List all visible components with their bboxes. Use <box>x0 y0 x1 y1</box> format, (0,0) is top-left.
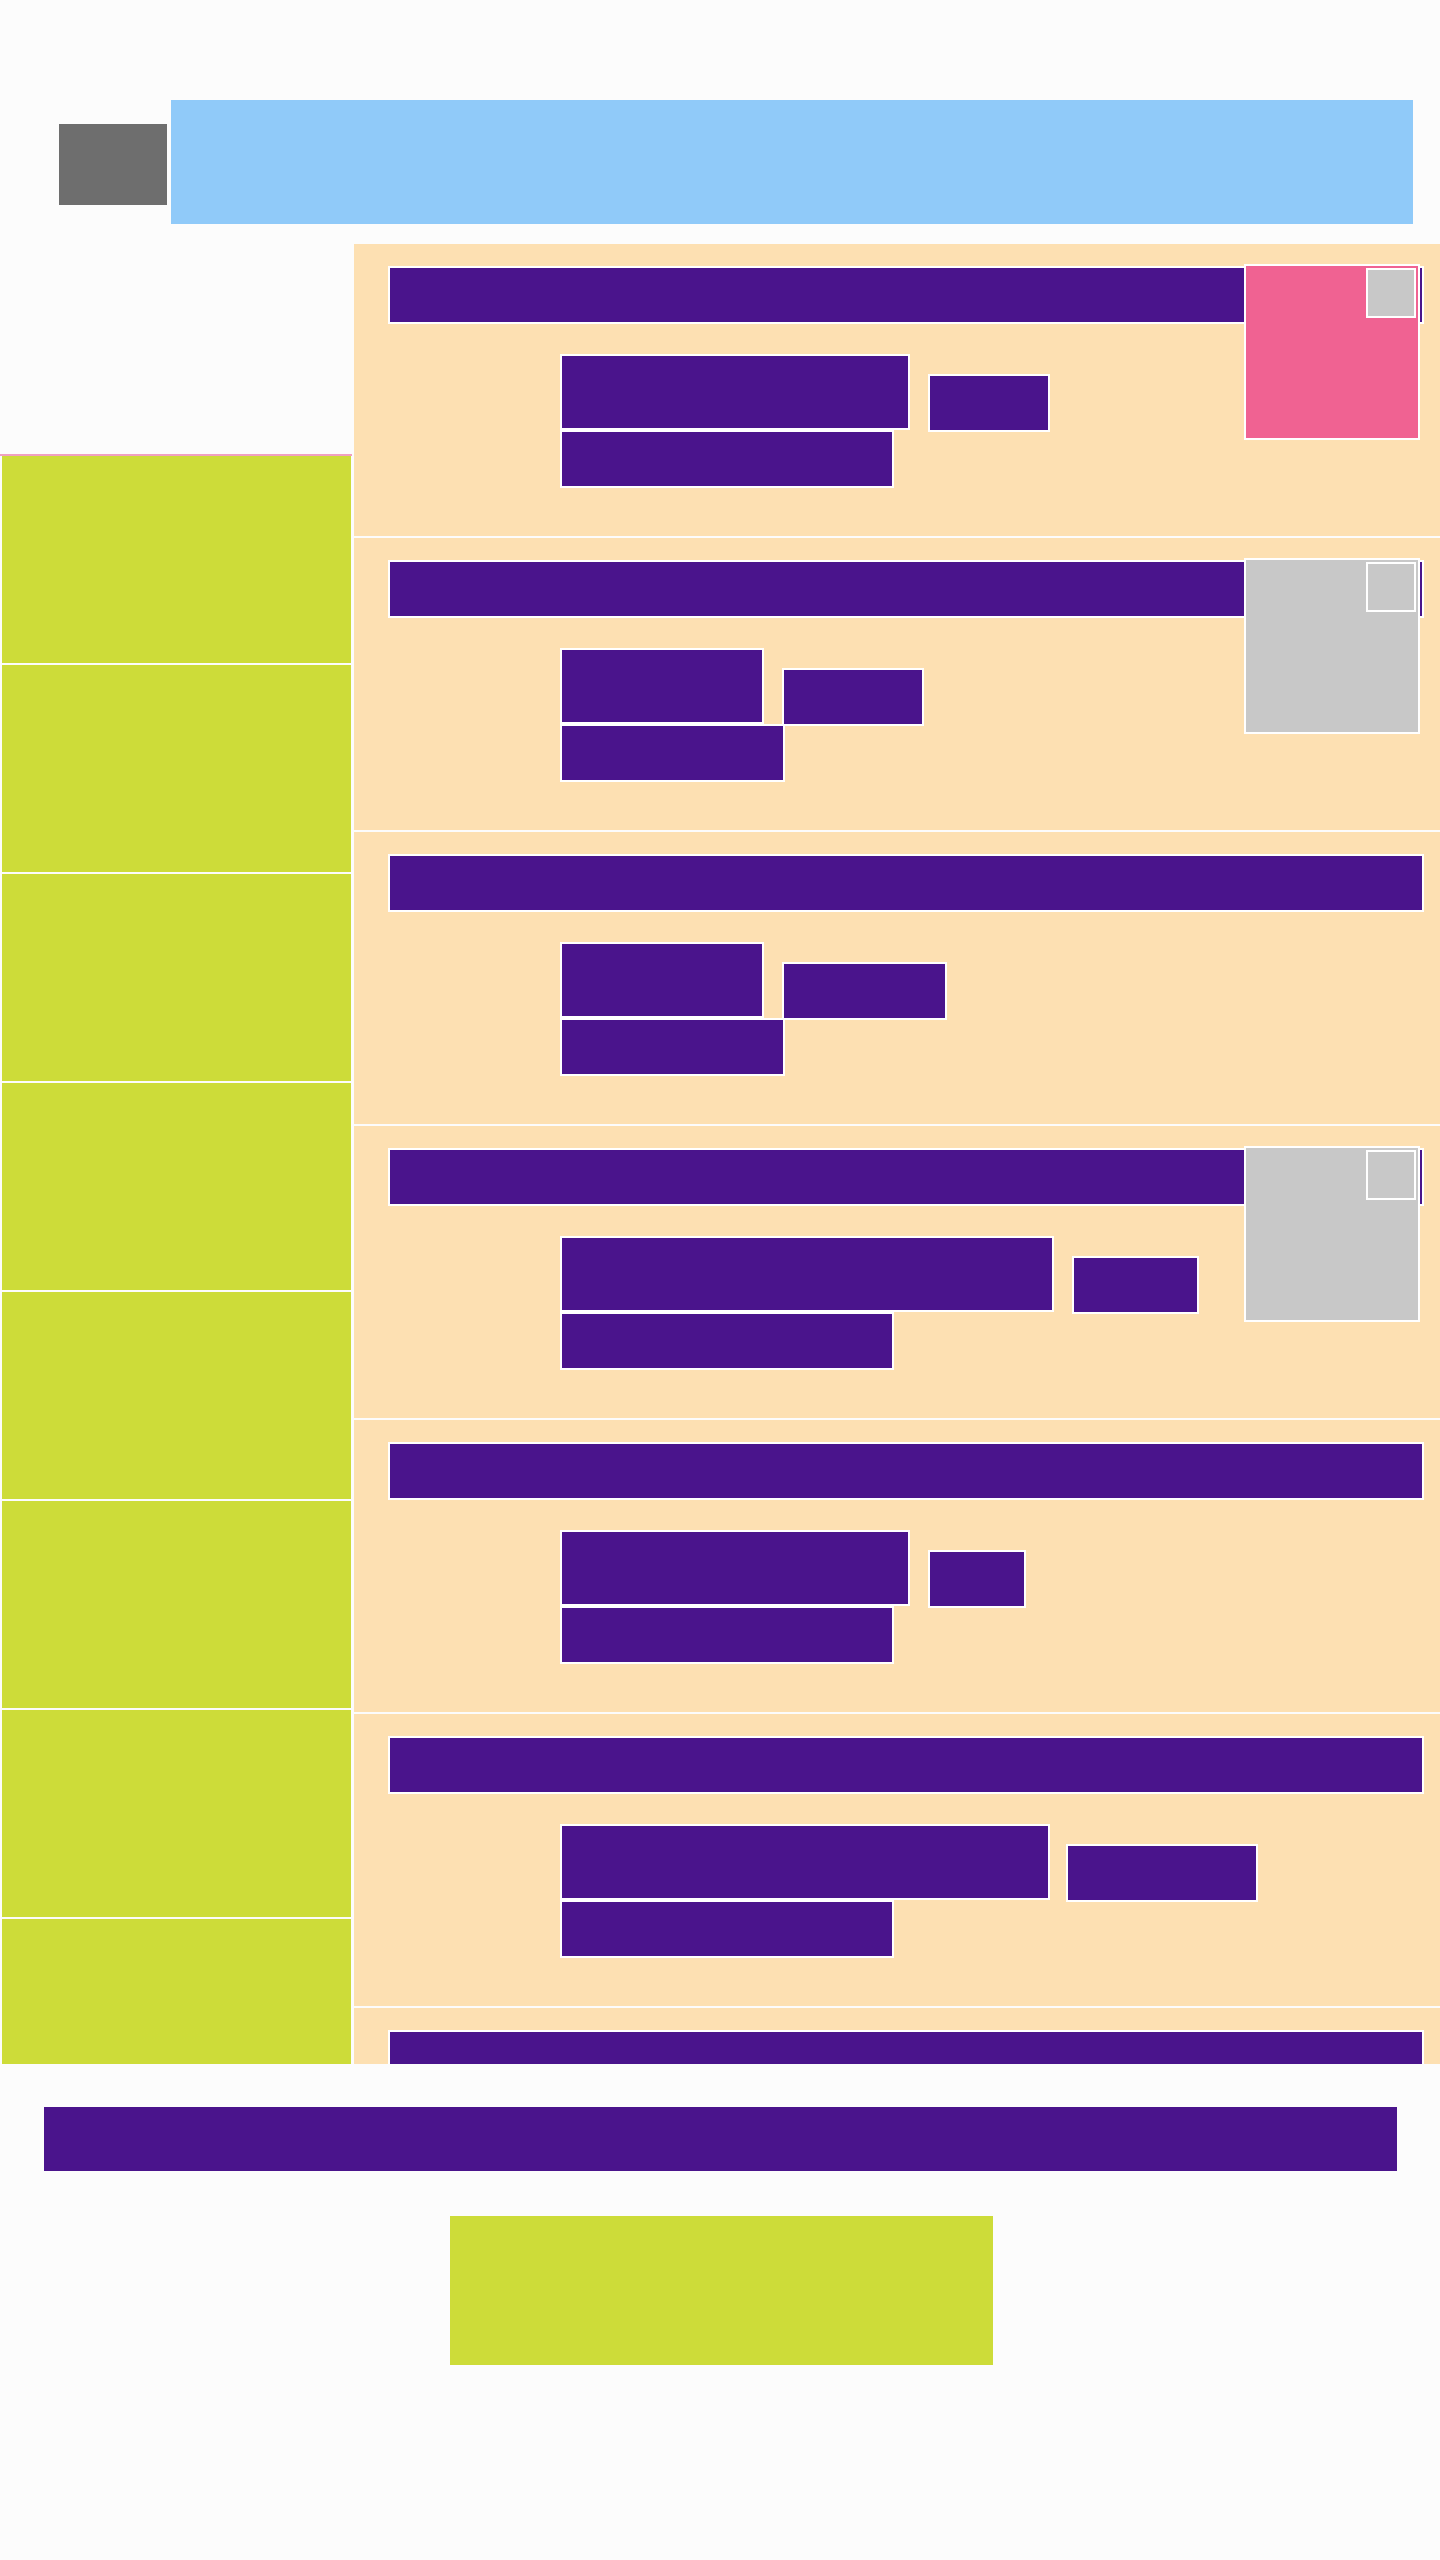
list-item-primary <box>560 354 910 430</box>
list-item[interactable] <box>354 1714 1440 2006</box>
sidebar-divider <box>0 454 352 456</box>
list-item-secondary <box>560 724 785 782</box>
list-item-chip <box>928 374 1050 432</box>
list-item-chip <box>1072 1256 1199 1314</box>
thumbnail-placeholder[interactable] <box>1244 1146 1420 1322</box>
select-checkbox[interactable] <box>1366 268 1416 318</box>
list-item-secondary <box>560 1606 894 1664</box>
back-button[interactable] <box>59 124 167 205</box>
list-item-title <box>388 1442 1424 1500</box>
list-item-secondary <box>560 1312 894 1370</box>
sidebar-item[interactable] <box>2 874 351 1081</box>
sidebar-item[interactable] <box>2 1501 351 1708</box>
list-item-primary <box>560 1530 910 1606</box>
footer-bar <box>44 2107 1397 2171</box>
list-item-chip <box>782 668 924 726</box>
list-item-primary <box>560 1824 1050 1900</box>
list-item-title <box>388 2030 1424 2064</box>
list-item[interactable] <box>354 1420 1440 1712</box>
thumbnail-placeholder[interactable] <box>1244 558 1420 734</box>
sidebar <box>0 456 352 2064</box>
sidebar-item[interactable] <box>2 665 351 872</box>
list-item-secondary <box>560 430 894 488</box>
list-item-chip <box>1066 1844 1258 1902</box>
list-item-title <box>388 1736 1424 1794</box>
list-item[interactable] <box>354 1126 1440 1418</box>
list-item[interactable] <box>354 244 1440 536</box>
select-checkbox[interactable] <box>1366 562 1416 612</box>
sidebar-item[interactable] <box>2 456 351 663</box>
footer-action-button[interactable] <box>450 2216 993 2365</box>
content-list <box>352 244 1440 2064</box>
list-item-secondary <box>560 1018 785 1076</box>
select-checkbox[interactable] <box>1366 1150 1416 1200</box>
list-item-chip <box>782 962 947 1020</box>
list-item[interactable] <box>354 832 1440 1124</box>
list-item-title <box>388 854 1424 912</box>
sidebar-item[interactable] <box>2 1919 351 2064</box>
list-item[interactable] <box>354 538 1440 830</box>
list-item-primary <box>560 942 764 1018</box>
sidebar-item[interactable] <box>2 1083 351 1290</box>
list-item-secondary <box>560 1900 894 1958</box>
list-item-primary <box>560 648 764 724</box>
list-item[interactable] <box>354 2008 1440 2064</box>
sidebar-item[interactable] <box>2 1292 351 1499</box>
sidebar-item[interactable] <box>2 1710 351 1917</box>
list-item-primary <box>560 1236 1054 1312</box>
list-item-chip <box>928 1550 1026 1608</box>
thumbnail-image[interactable] <box>1244 264 1420 440</box>
page-title <box>171 100 1413 224</box>
